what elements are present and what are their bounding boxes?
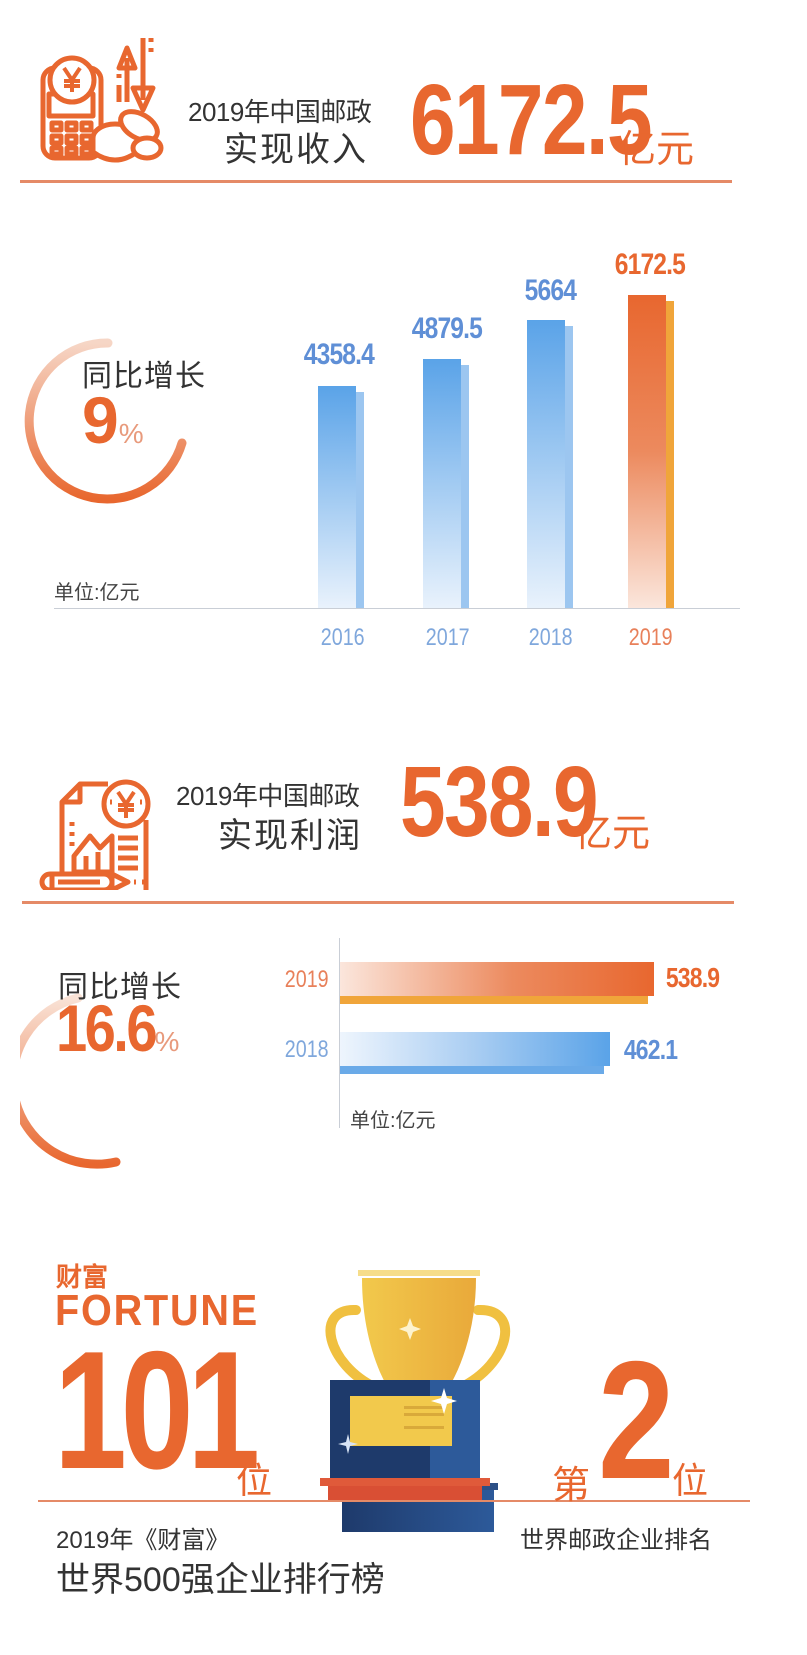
revenue-growth-unit: % [118, 418, 144, 449]
bar-value-2016: 4358.4 [303, 338, 375, 371]
year-label-2019: 2019 [628, 624, 673, 651]
fortune-brand-en: FORTUNE [55, 1286, 259, 1335]
year-label-2016: 2016 [320, 624, 365, 651]
revenue-unit-note: 单位:亿元 [54, 582, 140, 604]
calculator-coins-icon [40, 38, 164, 163]
revenue-growth-ring [20, 335, 190, 505]
profit-total-value: 538.9 [400, 746, 599, 858]
profit-chart-axis [339, 938, 340, 1128]
bar-2017 [423, 359, 469, 608]
profit-header-divider [22, 901, 734, 904]
bar-value-2019: 6172.5 [614, 248, 686, 281]
fortune-global-rank-unit: 位 [236, 1460, 273, 1501]
year-label-2017: 2017 [425, 624, 470, 651]
profit-icon [38, 772, 158, 893]
revenue-bar-chart [0, 0, 807, 700]
bar-value-2018: 5664 [524, 274, 577, 307]
bar-2018 [527, 320, 573, 608]
trophy-base-icon [320, 1380, 490, 1500]
hbar-value-2019: 538.9 [665, 962, 720, 993]
revenue-header-divider [20, 180, 732, 183]
profit-year-2018: 2018 [284, 1036, 329, 1063]
revenue-icon [35, 30, 175, 165]
report-pencil-icon [39, 779, 151, 893]
bar-value-2017: 4879.5 [411, 312, 483, 345]
profit-header-line1: 2019年中国邮政 [176, 781, 360, 811]
fortune-global-rank: 101 [54, 1316, 260, 1504]
revenue-growth-label: 同比增长 [82, 360, 206, 393]
profit-growth-unit: % [154, 1026, 180, 1057]
profit-growth-value-wrap: 16.6% [56, 990, 179, 1066]
revenue-header-line2: 实现收入 [224, 131, 368, 169]
year-label-2018: 2018 [528, 624, 573, 651]
fortune-caption-left-1: 2019年《财富》 [56, 1527, 230, 1554]
profit-growth-value: 16.6 [56, 991, 158, 1065]
revenue-growth-value-wrap: 9% [82, 382, 144, 458]
revenue-total-unit: 亿元 [618, 129, 695, 171]
bar-2019 [628, 295, 674, 608]
bar-2016 [318, 386, 364, 608]
growth-ring-icon [24, 338, 187, 504]
fortune-divider [38, 1500, 750, 1502]
profit-unit-note: 单位:亿元 [350, 1110, 436, 1132]
revenue-chart-baseline [54, 608, 740, 609]
postal-rank-unit: 位 [672, 1460, 709, 1501]
revenue-total-value: 6172.5 [410, 64, 653, 176]
postal-rank-prefix: 第 [552, 1465, 591, 1507]
postal-rank-value: 2 [598, 1326, 675, 1514]
profit-growth-label: 同比增长 [58, 971, 182, 1004]
revenue-growth-value: 9 [82, 383, 119, 457]
revenue-header-line1: 2019年中国邮政 [188, 97, 372, 127]
hbar-2018 [340, 1032, 610, 1074]
fortune-caption-right: 世界邮政企业排名 [520, 1527, 712, 1554]
profit-year-2019: 2019 [284, 966, 329, 993]
profit-header-line2: 实现利润 [218, 817, 362, 855]
hbar-2019 [340, 962, 654, 1004]
trophy-base [320, 1380, 510, 1500]
fortune-brand-cn: 财富 [56, 1262, 109, 1292]
fortune-caption-left-2: 世界500强企业排行榜 [56, 1561, 385, 1599]
hbar-value-2018: 462.1 [623, 1034, 678, 1065]
profit-total-unit: 亿元 [574, 813, 651, 855]
